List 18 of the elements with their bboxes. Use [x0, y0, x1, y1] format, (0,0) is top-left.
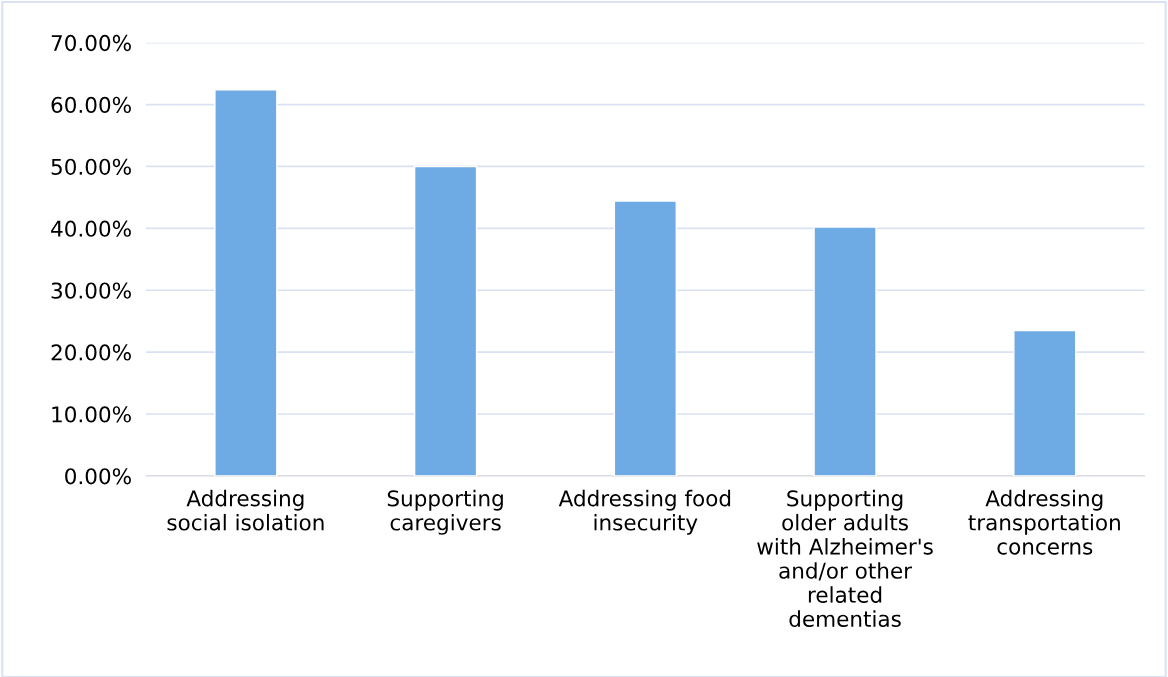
y-tick-label: 70.00%	[51, 34, 131, 52]
y-tick-label: 60.00%	[51, 96, 131, 114]
x-tick-label: Supporting caregivers	[387, 489, 503, 535]
bar	[1013, 329, 1077, 476]
bar	[214, 88, 278, 476]
bar	[813, 226, 877, 476]
y-tick-label: 10.00%	[52, 406, 131, 423]
bar	[413, 165, 478, 476]
y-tick-label: 20.00%	[51, 344, 131, 361]
y-tick-label: 40.00%	[51, 220, 131, 237]
y-tick-label: 30.00%	[51, 282, 131, 299]
x-tick-label: Supporting older adults with Alzheimer's and/or other related dementias	[757, 489, 933, 628]
x-tick-label: Addressing food insecurity	[558, 489, 731, 535]
y-tick-label: 50.00%	[51, 158, 131, 175]
x-tick-label: Addressing social isolation	[167, 489, 324, 531]
x-tick-label: Addressing transportation concerns	[968, 489, 1120, 555]
y-tick-label: 0.00%	[65, 468, 131, 485]
bar	[613, 200, 677, 476]
